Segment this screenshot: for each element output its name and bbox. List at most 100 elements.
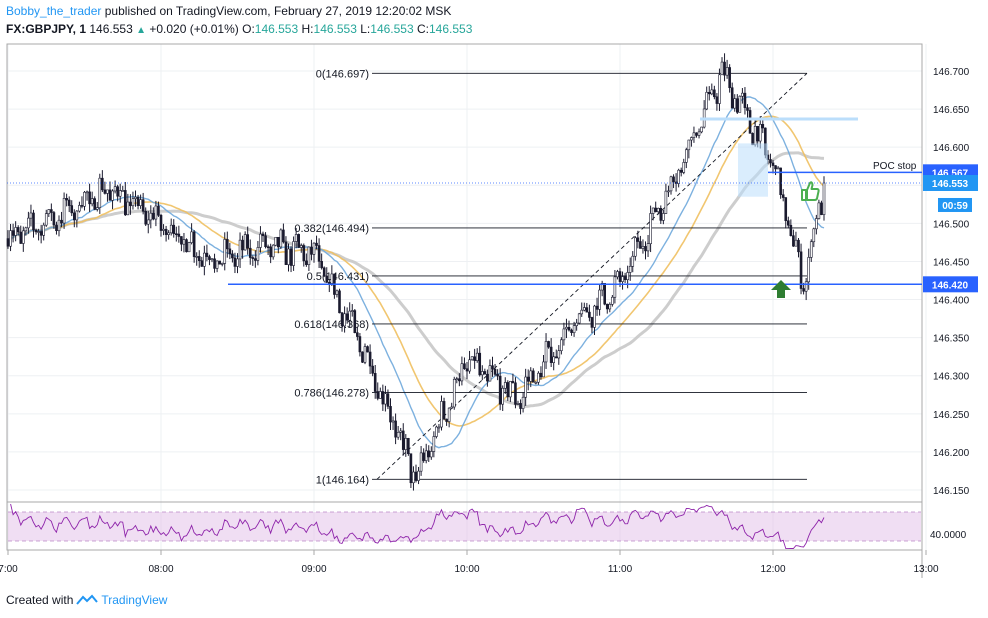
candle-body: [725, 67, 729, 76]
candle-body: [335, 290, 339, 295]
candle-body: [299, 245, 303, 248]
candle-body: [575, 322, 578, 326]
candle-body: [656, 208, 660, 212]
candle-body: [618, 271, 622, 282]
candle-body: [266, 246, 270, 249]
price-tag-label: 146.567: [932, 168, 969, 179]
candle-body: [519, 403, 522, 409]
candle-body: [531, 370, 535, 383]
candle-body: [55, 224, 58, 232]
candle-body: [458, 378, 461, 382]
candle-body: [753, 126, 757, 146]
candle-body: [582, 307, 586, 311]
candle-body: [200, 260, 204, 267]
candle-body: [259, 233, 262, 248]
candle-body: [483, 371, 487, 375]
candle-body: [715, 96, 719, 104]
candle-body: [78, 205, 81, 212]
candle-body: [205, 252, 209, 257]
candle-body: [126, 201, 130, 216]
candle-body: [157, 205, 160, 216]
candle-body: [9, 230, 12, 247]
candle-body: [330, 273, 334, 284]
author-link[interactable]: Bobby_the_trader: [6, 4, 102, 18]
candle-body: [588, 311, 591, 318]
candle-body: [113, 186, 117, 192]
candle-body: [407, 438, 410, 455]
candle-body: [141, 199, 145, 212]
candle-body: [501, 387, 505, 405]
candle-body: [437, 426, 441, 429]
candle-body: [327, 282, 331, 284]
candle-body: [121, 190, 125, 192]
candle-body: [29, 212, 33, 219]
candle-body: [771, 162, 775, 166]
candle-body: [401, 430, 405, 450]
candle-body: [465, 368, 469, 372]
candle-body: [713, 89, 716, 98]
candle-body: [389, 406, 392, 423]
candle-body: [455, 378, 459, 381]
candle-body: [83, 191, 86, 207]
candle-body: [738, 95, 742, 113]
candle-body: [621, 276, 624, 282]
fib-level-label: 0.5(146.431): [307, 271, 369, 283]
candle-body: [152, 212, 155, 220]
candle-body: [781, 194, 785, 198]
candle-body: [246, 234, 249, 249]
candle-body: [276, 236, 280, 248]
candle-body: [70, 205, 74, 214]
candle-body: [435, 426, 438, 437]
candle-body: [149, 212, 153, 221]
candle-body: [603, 283, 607, 305]
candle-body: [396, 432, 400, 438]
tradingview-brand-link[interactable]: TradingView: [101, 593, 168, 607]
candle-body: [124, 190, 127, 216]
candle-body: [605, 303, 609, 310]
candle-body: [292, 241, 295, 266]
candle-body: [146, 219, 150, 225]
candle-body: [720, 61, 724, 76]
candle-body: [340, 312, 344, 327]
candle-body: [707, 91, 711, 95]
candle-body: [542, 361, 545, 378]
candle-body: [213, 258, 216, 269]
candle-body: [797, 239, 800, 253]
candle-body: [231, 253, 234, 259]
candle-body: [774, 165, 777, 170]
candle-body: [111, 190, 114, 201]
candle-body: [761, 124, 765, 129]
candle-body: [613, 276, 617, 298]
candle-body: [506, 382, 510, 398]
candle-body: [101, 177, 104, 191]
fib-level-label: 0.382(146.494): [294, 223, 369, 235]
candle-body: [654, 207, 658, 212]
candle-body: [368, 351, 372, 367]
candle-body: [60, 219, 63, 224]
high-label: H:: [301, 22, 314, 36]
candle-body: [345, 313, 349, 321]
candle-body: [524, 376, 527, 398]
candle-body: [611, 296, 614, 305]
candle-body: [557, 350, 561, 359]
candle-body: [733, 98, 737, 109]
candle-body: [746, 107, 749, 111]
candle-body: [409, 453, 413, 484]
candle-body: [692, 132, 696, 138]
candle-body: [185, 239, 188, 253]
candle-body: [356, 332, 359, 337]
candle-body: [208, 256, 211, 260]
candle-body: [238, 239, 242, 260]
candle-body: [424, 450, 428, 461]
candle-body: [108, 189, 112, 201]
candle-body: [218, 260, 221, 265]
candle-body: [312, 242, 316, 255]
candle-body: [679, 169, 683, 173]
candle-body: [167, 232, 170, 235]
candle-body: [547, 341, 550, 348]
candle-body: [807, 257, 811, 283]
x-tick-label: 10:00: [454, 564, 479, 575]
candle-body: [399, 430, 403, 433]
candle-body: [27, 217, 30, 229]
